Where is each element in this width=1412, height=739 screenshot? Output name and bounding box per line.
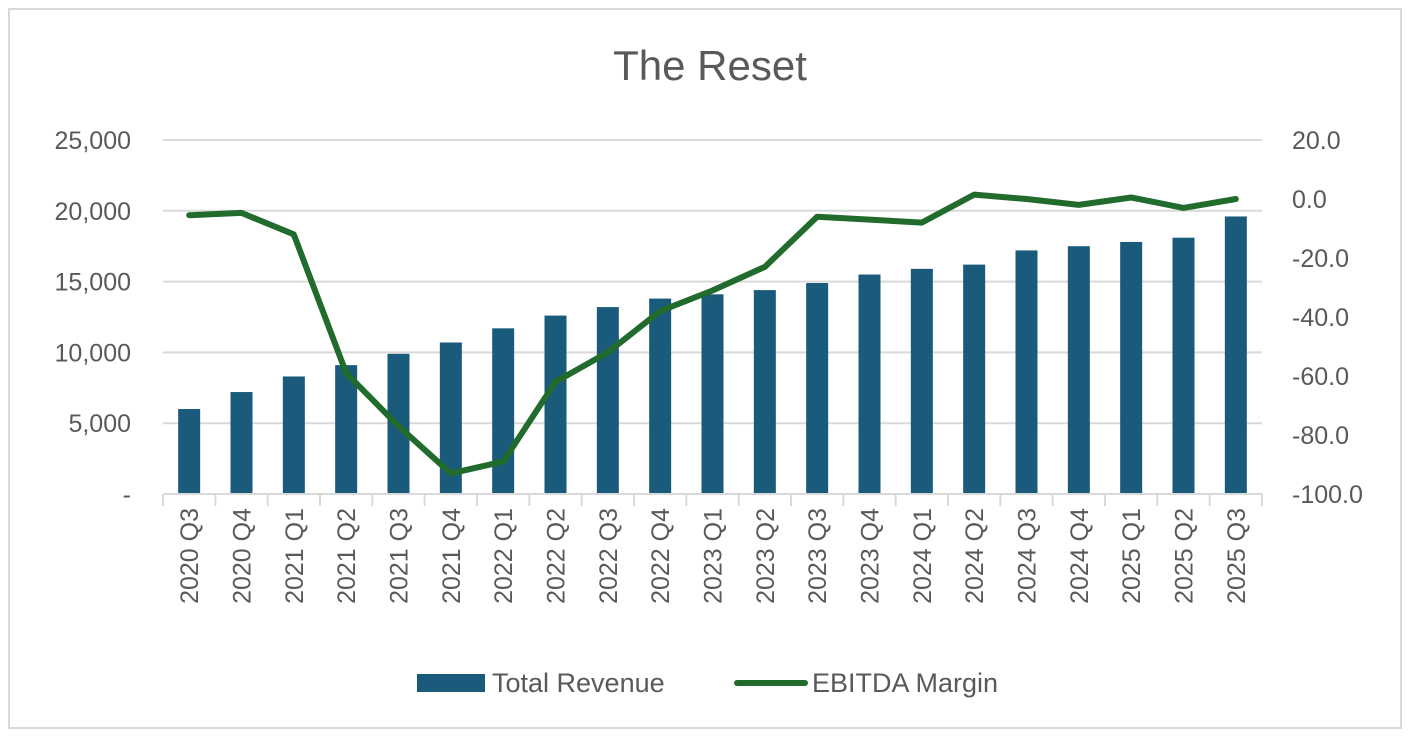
bar-total-revenue [596,307,619,494]
right-axis-tick-label: -40.0 [1292,304,1349,332]
category-tick-label: 2022 Q4 [647,508,675,604]
bar-total-revenue [1067,246,1090,494]
category-tick-label: 2024 Q3 [1014,508,1042,604]
right-axis-tick-label: -60.0 [1292,363,1349,391]
bar-total-revenue [753,290,776,494]
bar-total-revenue [178,409,201,494]
category-tick-label: 2021 Q3 [386,508,414,604]
bar-total-revenue [1224,216,1247,495]
bar-total-revenue [910,268,933,494]
category-tick-label: 2021 Q4 [438,508,466,604]
bar-total-revenue [806,283,829,494]
category-tick-label: 2024 Q1 [909,508,937,604]
line-ebitda-margin [186,191,1239,477]
chart-title: The Reset [613,42,807,89]
legend: Total Revenue EBITDA Margin [417,668,998,698]
category-tick-label: 2023 Q2 [752,508,780,604]
bar-total-revenue [439,342,462,494]
category-tick-label: 2024 Q2 [961,508,989,604]
bar-total-revenue [1015,250,1038,494]
ebitda-line [186,191,1239,477]
category-tick-label: 2020 Q3 [176,508,204,604]
category-tick-label: 2023 Q4 [857,508,885,604]
bar-total-revenue [1120,241,1143,494]
category-tick-label: 2025 Q1 [1118,508,1146,604]
category-tick-label: 2021 Q1 [281,508,309,604]
legend-label-ebitda-margin: EBITDA Margin [812,668,998,698]
bar-total-revenue [492,328,515,494]
category-tick-label: 2023 Q1 [700,508,728,604]
bar-total-revenue [649,298,672,494]
right-axis-tick-label: 20.0 [1292,127,1341,155]
bar-total-revenue [858,274,881,494]
right-axis-tick-label: 0.0 [1292,186,1327,214]
category-tick-label: 2025 Q3 [1223,508,1251,604]
right-axis-tick-label: -20.0 [1292,245,1349,273]
bar-total-revenue [1172,237,1195,495]
bar-total-revenue [544,315,567,494]
bar-total-revenue [282,376,305,494]
right-axis-tick-label: -100.0 [1292,481,1363,509]
left-axis-tick-label: 10,000 [55,339,131,367]
category-tick-label: 2025 Q2 [1171,508,1199,604]
bar-total-revenue [335,365,358,494]
category-tick-label: 2022 Q1 [490,508,518,604]
category-tick-label: 2024 Q4 [1066,508,1094,604]
category-tick-label: 2022 Q2 [543,508,571,604]
legend-swatch-total-revenue [417,674,485,692]
tick-labels: - 5,000 10,000 15,000 20,000 25,000 -100.0 -80.… [55,127,1363,604]
right-axis-tick-label: -80.0 [1292,422,1349,450]
left-axis-tick-label: 5,000 [68,410,131,438]
legend-label-total-revenue: Total Revenue [492,668,665,698]
left-axis-tick-label: 15,000 [55,269,131,297]
left-axis-tick-label: 25,000 [55,127,131,155]
revenue-bars [178,216,1247,495]
bar-total-revenue [701,294,724,494]
category-tick-label: 2023 Q3 [804,508,832,604]
bar-total-revenue [963,264,986,494]
left-axis-tick-label: 20,000 [55,198,131,226]
category-tick-label: 2021 Q2 [333,508,361,604]
category-tick-label: 2022 Q3 [595,508,623,604]
left-axis-tick-label: - [123,481,131,509]
bar-total-revenue [230,392,253,494]
axes [162,493,1263,506]
category-tick-label: 2020 Q4 [229,508,257,604]
